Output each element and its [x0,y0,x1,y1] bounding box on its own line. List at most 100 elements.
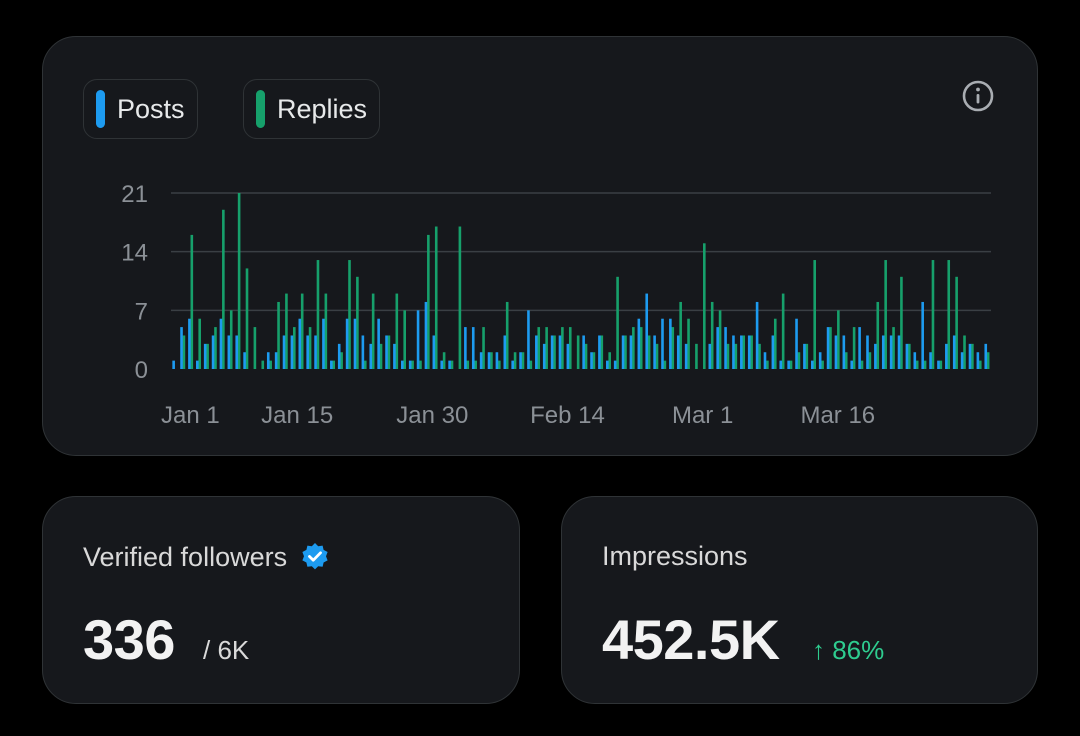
reply-bar [639,327,643,369]
reply-bar [324,293,328,369]
reply-bar [884,260,887,369]
legend-posts-toggle[interactable]: Posts [83,79,198,139]
post-bar [558,335,562,369]
post-bar [479,352,483,369]
post-bar [763,352,767,369]
reply-bar [379,343,383,369]
post-bar [645,293,649,369]
reply-bar [868,352,872,369]
post-bar [542,343,546,369]
post-bar [243,352,246,369]
reply-bar [600,335,604,369]
post-bar [432,335,436,369]
post-bar [361,335,365,369]
verified-badge-icon [302,543,328,570]
x-tick-label: Mar 1 [672,402,733,429]
reply-bar [955,276,958,369]
post-bar [960,352,964,369]
reply-bar [348,260,351,369]
reply-bar [766,360,769,369]
legend-replies-toggle[interactable]: Replies [243,79,381,139]
post-bar [905,343,909,369]
post-bar [369,343,373,369]
reply-bar [647,335,651,369]
info-icon[interactable] [961,79,995,113]
reply-bar [892,327,895,369]
reply-bar [411,360,414,369]
post-bar [747,335,751,369]
post-bar [945,343,948,369]
post-bar [211,335,215,369]
reply-bar [285,293,288,369]
reply-bar [718,310,722,369]
reply-bar [308,327,312,369]
verified-followers-heading: Verified followers [83,541,331,573]
post-bar [897,335,901,369]
y-tick-label: 21 [121,181,148,208]
reply-bar [860,360,864,369]
impressions-label: Impressions [602,541,748,571]
reply-bar [198,318,201,369]
reply-bar [971,343,974,369]
reply-bar [947,260,951,369]
post-bar [629,335,633,369]
post-bar [274,352,278,369]
post-bar [787,360,790,369]
reply-bar [939,360,943,369]
reply-bar [703,243,706,369]
post-bar [550,335,554,369]
post-bar [471,327,475,369]
post-bar [984,343,988,369]
post-bar [676,335,680,369]
post-bar [203,343,207,369]
post-bar [448,360,451,369]
post-bar [582,335,585,369]
reply-bar [363,360,367,369]
reply-bar [450,360,454,369]
reply-bar [726,343,730,369]
reply-bar [584,343,588,369]
reply-bar [797,352,801,369]
reply-bar [592,352,596,369]
reply-bar [655,343,659,369]
reply-bar [978,360,982,369]
post-bar [503,335,507,369]
reply-bar [521,352,525,369]
x-tick-label: Jan 15 [261,402,333,429]
y-axis-ticks: 0 7 14 21 [121,181,148,384]
reply-bar [876,301,880,369]
post-bar [779,360,783,369]
post-bar [400,360,404,369]
post-bar [637,318,641,369]
post-bar [298,318,302,369]
y-tick-label: 14 [121,240,148,267]
reply-bar [915,360,919,369]
post-bar [408,360,412,369]
reply-bar [434,226,438,369]
post-bar [661,318,664,369]
reply-bar [395,293,399,369]
reply-bar [277,301,280,369]
post-bar [306,335,309,369]
reply-bar [781,293,785,369]
x-axis-ticks: Jan 1 Jan 15 Jan 30 Feb 14 Mar 1 Mar 16 [161,402,875,429]
reply-bar [371,293,375,369]
post-bar [266,352,270,369]
reply-bar [734,343,738,369]
post-bar [732,335,735,369]
post-bar [195,360,199,369]
reply-bar [229,310,233,369]
post-bar [219,318,223,369]
post-bar [393,343,396,369]
reply-bar [190,234,194,369]
reply-bar [553,335,556,369]
reply-bar [844,352,848,369]
post-bar [771,335,775,369]
post-bar [424,301,428,369]
bar-chart: 0 7 14 21 Jan 1 Jan 15 Jan 30 Feb 14 Mar 1 Mar 1… [121,181,991,429]
reply-bar [852,327,856,369]
reply-bar [261,360,265,369]
reply-bar [931,260,935,369]
post-bar [188,318,191,369]
reply-bar [537,327,541,369]
